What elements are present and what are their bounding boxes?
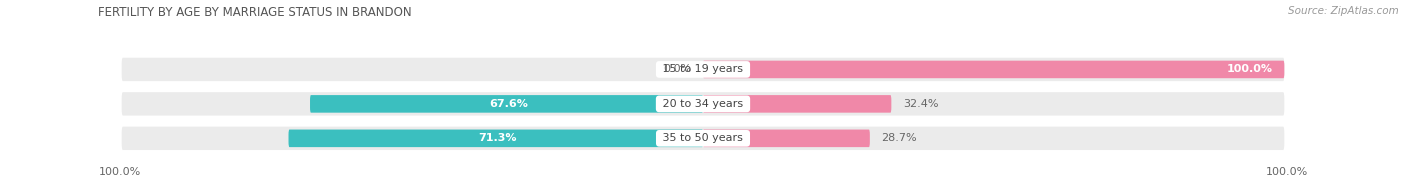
Text: 32.4%: 32.4% [903, 99, 938, 109]
Text: 0.0%: 0.0% [664, 64, 692, 74]
Text: 20 to 34 years: 20 to 34 years [659, 99, 747, 109]
FancyBboxPatch shape [703, 130, 870, 147]
Text: Source: ZipAtlas.com: Source: ZipAtlas.com [1288, 6, 1399, 16]
Text: 100.0%: 100.0% [98, 167, 141, 178]
Text: 15 to 19 years: 15 to 19 years [659, 64, 747, 74]
FancyBboxPatch shape [703, 95, 891, 113]
Text: 100.0%: 100.0% [1265, 167, 1308, 178]
FancyBboxPatch shape [122, 127, 1284, 150]
Text: 35 to 50 years: 35 to 50 years [659, 133, 747, 143]
Text: 28.7%: 28.7% [882, 133, 917, 143]
FancyBboxPatch shape [703, 61, 1284, 78]
FancyBboxPatch shape [288, 130, 703, 147]
Text: 67.6%: 67.6% [489, 99, 527, 109]
FancyBboxPatch shape [122, 58, 1284, 81]
Text: FERTILITY BY AGE BY MARRIAGE STATUS IN BRANDON: FERTILITY BY AGE BY MARRIAGE STATUS IN B… [98, 6, 412, 19]
Text: 100.0%: 100.0% [1226, 64, 1272, 74]
FancyBboxPatch shape [311, 95, 703, 113]
Text: 71.3%: 71.3% [478, 133, 517, 143]
FancyBboxPatch shape [122, 92, 1284, 116]
